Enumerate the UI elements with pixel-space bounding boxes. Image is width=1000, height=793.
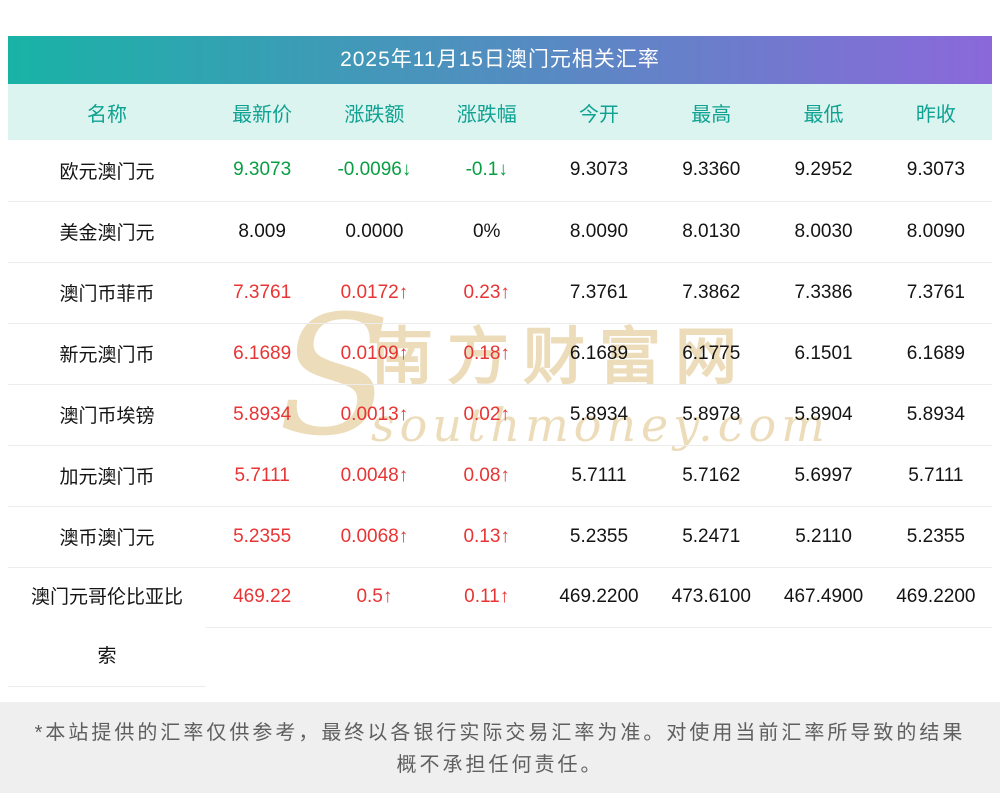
rates-table-section: S 南方财富网 southmoney.com 名称 最新价 涨跌额 涨跌幅 今开… [8, 84, 992, 687]
cell-open: 5.7111 [542, 445, 656, 507]
cell-low: 5.8904 [767, 384, 880, 446]
table-row: 加元澳门币 5.7111 0.0048↑ 0.08↑ 5.7111 5.7162… [8, 445, 992, 507]
cell-currency-pair: 加元澳门币 [8, 445, 206, 507]
table-header-row: 名称 最新价 涨跌额 涨跌幅 今开 最高 最低 昨收 [8, 84, 992, 140]
cell-prev-close: 469.2200 [879, 567, 992, 686]
cell-open: 6.1689 [542, 323, 656, 385]
cell-change-amount: -0.0096↓ [318, 140, 431, 202]
cell-change-percent: 0.08↑ [430, 445, 543, 507]
cell-low: 467.4900 [767, 567, 880, 686]
cell-change-percent: 0.13↑ [430, 506, 543, 568]
cell-change-amount: 0.0109↑ [318, 323, 431, 385]
col-header-name: 名称 [8, 84, 206, 140]
cell-high: 6.1775 [655, 323, 768, 385]
cell-change-percent: 0% [430, 201, 543, 263]
table-row: 美金澳门元 8.009 0.0000 0% 8.0090 8.0130 8.00… [8, 201, 992, 263]
cell-latest-price: 5.8934 [206, 384, 319, 446]
cell-latest-price: 7.3761 [206, 262, 319, 324]
cell-low: 7.3386 [767, 262, 880, 324]
cell-high: 9.3360 [655, 140, 768, 202]
cell-open: 9.3073 [542, 140, 656, 202]
cell-prev-close: 8.0090 [879, 201, 992, 263]
cell-prev-close: 5.7111 [879, 445, 992, 507]
cell-currency-pair: 新元澳门币 [8, 323, 206, 385]
cell-change-amount: 0.0068↑ [318, 506, 431, 568]
cell-latest-price: 5.7111 [206, 445, 319, 507]
page-title: 2025年11月15日澳门元相关汇率 [8, 36, 992, 84]
col-header-latest: 最新价 [206, 84, 319, 140]
cell-latest-price: 6.1689 [206, 323, 319, 385]
cell-latest-price: 5.2355 [206, 506, 319, 568]
cell-low: 5.6997 [767, 445, 880, 507]
cell-low: 6.1501 [767, 323, 880, 385]
cell-high: 473.6100 [655, 567, 768, 686]
col-header-change-percent: 涨跌幅 [430, 84, 543, 140]
cell-low: 9.2952 [767, 140, 880, 202]
cell-latest-price: 8.009 [206, 201, 319, 263]
cell-high: 8.0130 [655, 201, 768, 263]
table-row: 澳币澳门元 5.2355 0.0068↑ 0.13↑ 5.2355 5.2471… [8, 506, 992, 568]
cell-currency-pair: 澳币澳门元 [8, 506, 206, 568]
cell-change-percent: 0.18↑ [430, 323, 543, 385]
cell-prev-close: 5.2355 [879, 506, 992, 568]
cell-open: 5.8934 [542, 384, 656, 446]
cell-change-amount: 0.0048↑ [318, 445, 431, 507]
cell-currency-pair: 美金澳门元 [8, 201, 206, 263]
cell-change-percent: 0.02↑ [430, 384, 543, 446]
table-row: 澳门币菲币 7.3761 0.0172↑ 0.23↑ 7.3761 7.3862… [8, 262, 992, 324]
col-header-change-amount: 涨跌额 [318, 84, 431, 140]
cell-latest-price: 9.3073 [206, 140, 319, 202]
col-header-high: 最高 [655, 84, 768, 140]
disclaimer-bar: *本站提供的汇率仅供参考，最终以各银行实际交易汇率为准。对使用当前汇率所导致的结… [0, 701, 1000, 793]
exchange-rates-table: 名称 最新价 涨跌额 涨跌幅 今开 最高 最低 昨收 欧元澳门元 9.3073 … [8, 84, 992, 687]
cell-change-amount: 0.0172↑ [318, 262, 431, 324]
cell-change-amount: 0.0000 [318, 201, 431, 263]
cell-low: 5.2110 [767, 506, 880, 568]
cell-open: 5.2355 [542, 506, 656, 568]
table-row: 澳门币埃镑 5.8934 0.0013↑ 0.02↑ 5.8934 5.8978… [8, 384, 992, 446]
cell-prev-close: 5.8934 [879, 384, 992, 446]
cell-currency-pair: 澳门币菲币 [8, 262, 206, 324]
cell-change-percent: 0.23↑ [430, 262, 543, 324]
cell-change-percent: -0.1↓ [430, 140, 543, 202]
disclaimer-text: *本站提供的汇率仅供参考，最终以各银行实际交易汇率为准。对使用当前汇率所导致的结… [34, 721, 966, 776]
cell-prev-close: 7.3761 [879, 262, 992, 324]
cell-open: 469.2200 [542, 567, 656, 686]
cell-change-amount: 0.5↑ [318, 567, 431, 686]
cell-open: 7.3761 [542, 262, 656, 324]
cell-change-amount: 0.0013↑ [318, 384, 431, 446]
cell-high: 5.7162 [655, 445, 768, 507]
cell-prev-close: 9.3073 [879, 140, 992, 202]
cell-open: 8.0090 [542, 201, 656, 263]
table-row: 欧元澳门元 9.3073 -0.0096↓ -0.1↓ 9.3073 9.336… [8, 140, 992, 202]
col-header-prev-close: 昨收 [879, 84, 992, 140]
cell-change-percent: 0.11↑ [430, 567, 543, 686]
col-header-low: 最低 [767, 84, 880, 140]
cell-high: 5.2471 [655, 506, 768, 568]
cell-low: 8.0030 [767, 201, 880, 263]
cell-currency-pair: 欧元澳门元 [8, 140, 206, 202]
cell-prev-close: 6.1689 [879, 323, 992, 385]
cell-latest-price: 469.22 [206, 567, 319, 686]
cell-currency-pair: 澳门元哥伦比亚比索 [8, 567, 206, 687]
cell-currency-pair: 澳门币埃镑 [8, 384, 206, 446]
cell-high: 7.3862 [655, 262, 768, 324]
table-row: 澳门元哥伦比亚比索 469.22 0.5↑ 0.11↑ 469.2200 473… [8, 567, 992, 687]
table-row: 新元澳门币 6.1689 0.0109↑ 0.18↑ 6.1689 6.1775… [8, 323, 992, 385]
col-header-open: 今开 [542, 84, 656, 140]
cell-high: 5.8978 [655, 384, 768, 446]
